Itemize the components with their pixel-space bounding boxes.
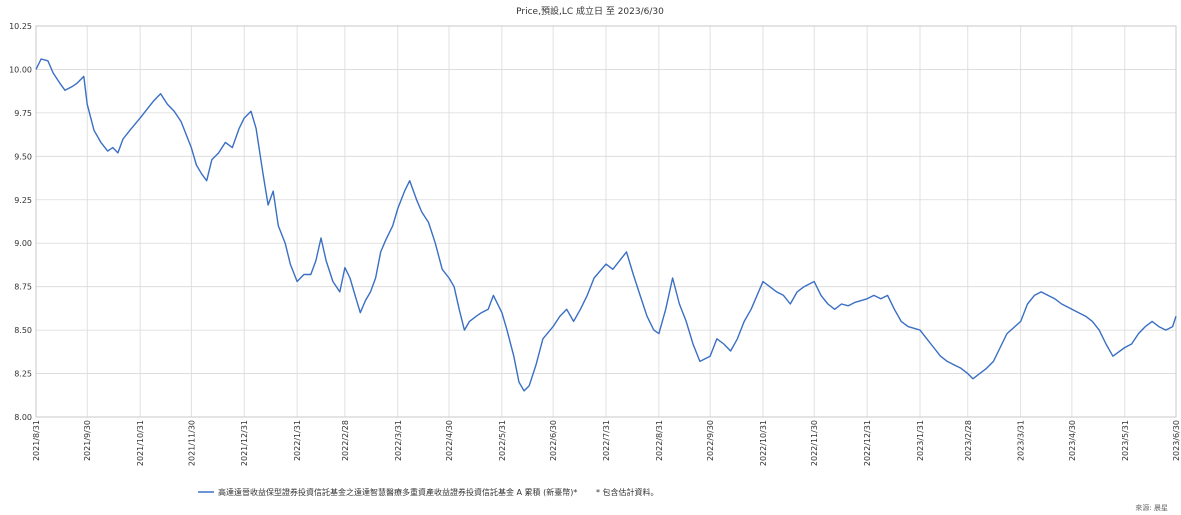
y-tick-label: 8.50 xyxy=(14,326,32,335)
x-axis: 2021/8/31 2021/9/30 2021/10/31 2021/11/30 20… xyxy=(32,420,1181,466)
legend-series-label: 高達遠晉收益保型證券投資信託基金之遠達智慧醫療多重資產收益證券投資信託基金 A … xyxy=(218,487,577,497)
y-tick-label: 9.25 xyxy=(14,196,32,205)
y-tick-label: 9.50 xyxy=(14,152,32,161)
x-tick-label: 2022/12/31 xyxy=(863,420,872,466)
legend: 高達遠晉收益保型證券投資信託基金之遠達智慧醫療多重資產收益證券投資信託基金 A … xyxy=(198,487,659,497)
x-tick-label: 2021/8/31 xyxy=(32,420,41,461)
x-tick-label: 2022/6/30 xyxy=(549,420,558,461)
x-tick-label: 2022/3/31 xyxy=(394,420,403,461)
grid xyxy=(35,25,1177,418)
x-tick-label: 2022/5/31 xyxy=(498,420,507,461)
x-tick-label: 2023/2/28 xyxy=(964,420,973,461)
x-tick-label: 2022/1/31 xyxy=(293,420,302,461)
x-tick-label: 2023/4/30 xyxy=(1068,420,1077,461)
x-tick-label: 2022/8/31 xyxy=(655,420,664,461)
x-tick-label: 2021/9/30 xyxy=(83,420,92,461)
x-tick-label: 2022/10/31 xyxy=(759,420,768,466)
x-tick-label: 2021/11/30 xyxy=(187,420,196,466)
y-tick-label: 8.25 xyxy=(14,370,32,379)
x-tick-label: 2022/4/30 xyxy=(445,420,454,461)
x-tick-label: 2023/5/31 xyxy=(1121,420,1130,461)
y-axis: 8.00 8.25 8.50 8.75 9.00 9.25 9.50 9.75 10.00 10.… xyxy=(9,22,32,422)
y-tick-label: 9.75 xyxy=(14,109,32,118)
x-tick-label: 2022/11/30 xyxy=(810,420,819,466)
x-tick-label: 2023/6/30 xyxy=(1172,420,1181,461)
x-tick-label: 2022/7/31 xyxy=(602,420,611,461)
series-line xyxy=(35,58,1177,392)
y-tick-label: 10.25 xyxy=(9,22,32,31)
y-tick-label: 8.00 xyxy=(14,413,32,422)
series-layer xyxy=(35,58,1177,392)
y-tick-label: 8.75 xyxy=(14,283,32,292)
plot-frame xyxy=(35,25,1177,418)
y-tick-label: 9.00 xyxy=(14,239,32,248)
source-label: 來源: 晨星 xyxy=(1135,503,1168,512)
chart-title: Price,預設,LC 成立日 至 2023/6/30 xyxy=(516,5,664,17)
x-tick-label: 2023/1/31 xyxy=(916,420,925,461)
x-tick-label: 2022/2/28 xyxy=(341,420,350,461)
x-tick-label: 2022/9/30 xyxy=(706,420,715,461)
x-tick-label: 2021/12/31 xyxy=(240,420,249,466)
legend-note: * 包含估計資料。 xyxy=(596,487,659,497)
y-tick-label: 10.00 xyxy=(9,65,32,74)
x-tick-label: 2021/10/31 xyxy=(136,420,145,466)
x-tick-label: 2023/3/31 xyxy=(1017,420,1026,461)
